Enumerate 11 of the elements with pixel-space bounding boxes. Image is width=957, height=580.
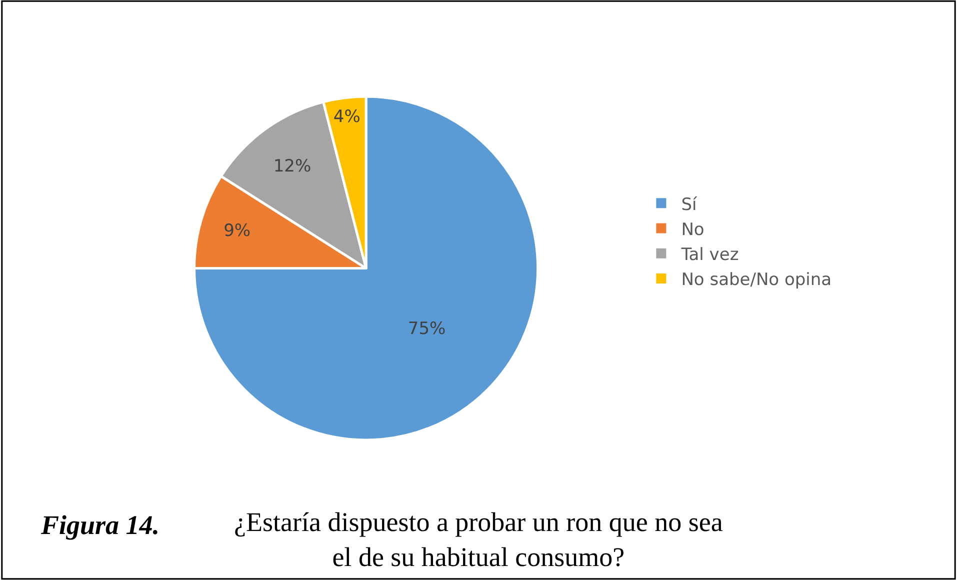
legend-label: Tal vez — [680, 244, 739, 265]
legend-label: No sabe/No opina — [681, 270, 832, 290]
legend-label: No — [681, 220, 704, 240]
data-label: 4% — [333, 106, 360, 127]
pie-slice — [193, 95, 539, 442]
data-label: 9% — [224, 220, 251, 241]
data-label: 75% — [408, 318, 446, 339]
text: ¿Estaría dispuesto a probar un ron que no sea el de su habitual consumo? — [234, 507, 723, 572]
text: Figura 14. — [40, 510, 160, 540]
data-label: 12% — [273, 156, 312, 177]
legend-label: Sí — [681, 194, 698, 215]
